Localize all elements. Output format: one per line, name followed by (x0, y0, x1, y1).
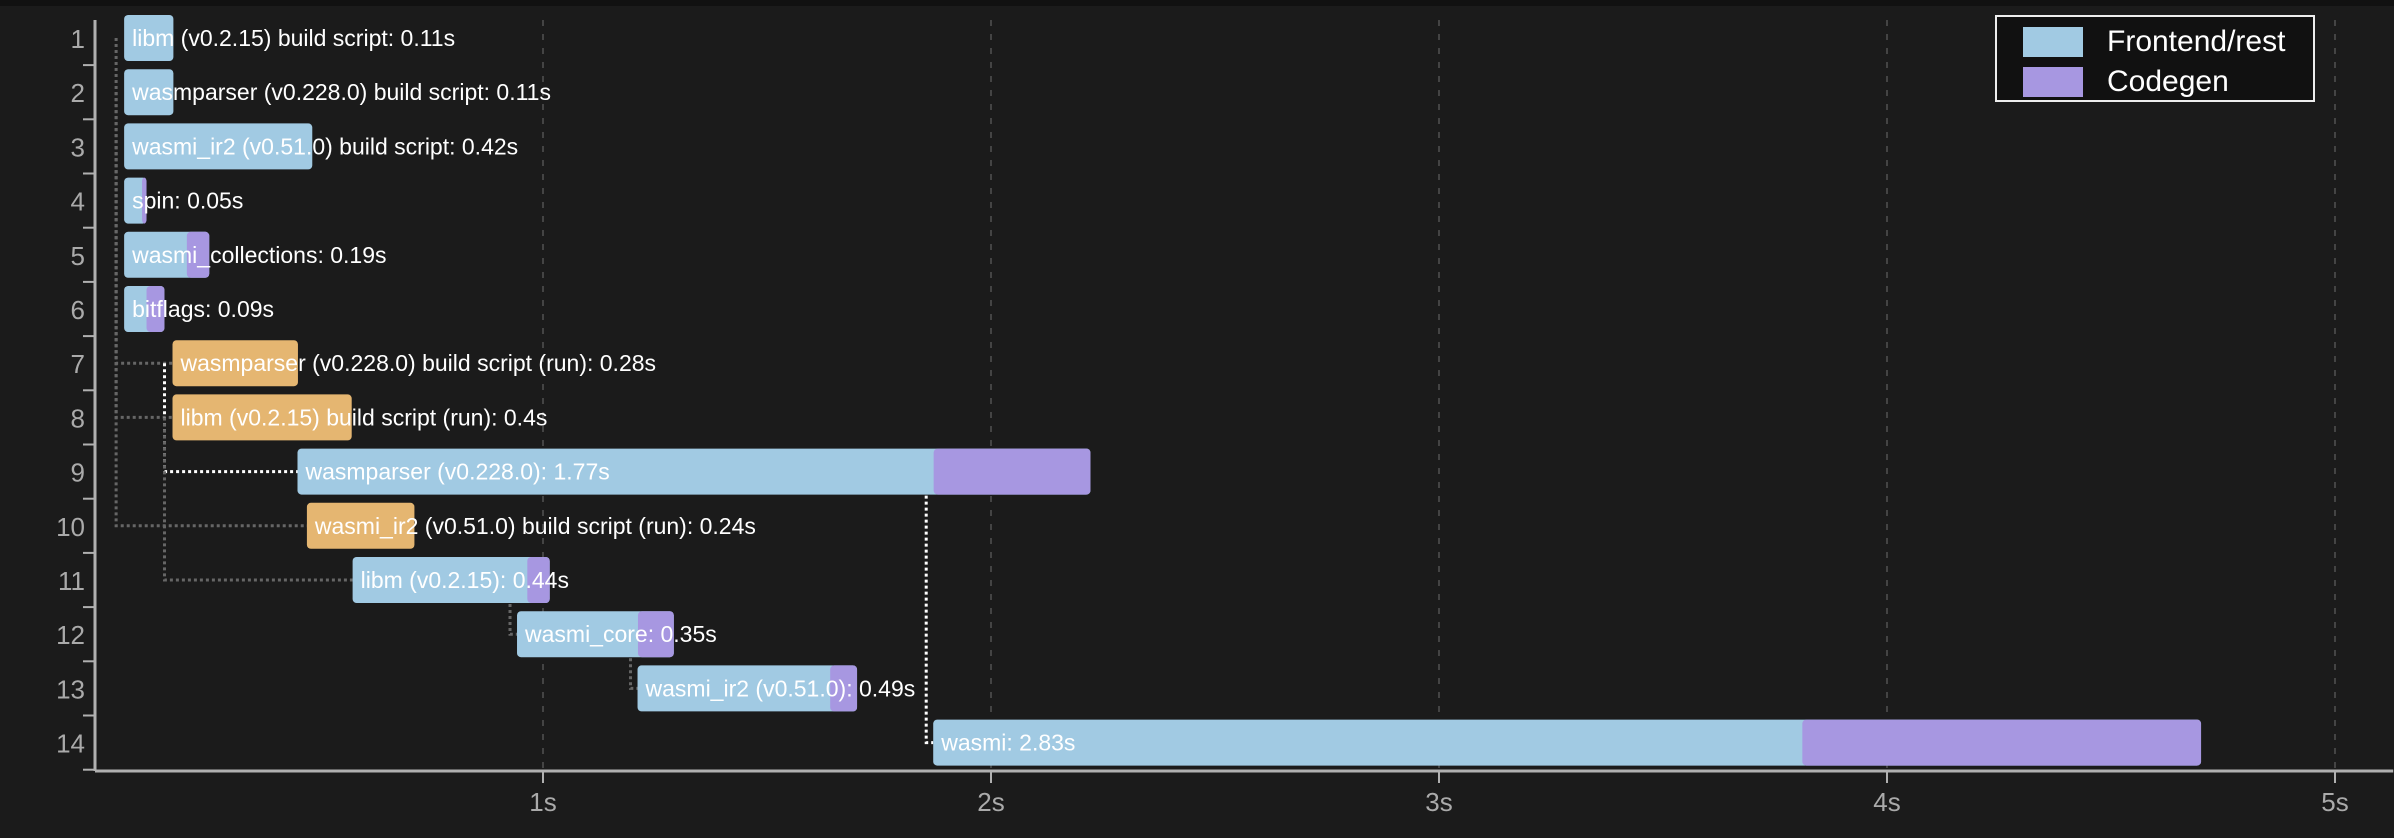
dependency-line (114, 146, 307, 528)
unit-bar-group: wasmi_ir2 (v0.51.0) build script (run): … (56, 502, 756, 554)
legend-item-frontend: Frontend/rest (2023, 25, 2286, 58)
y-tick-label: 6 (71, 295, 85, 325)
frontend-bar (124, 69, 174, 116)
legend-swatch-codegen (2023, 67, 2083, 97)
unit-bar-group: bitflags: 0.09s 6 (71, 286, 274, 338)
bar-label: wasmi_ir2 (v0.51.0) build script (run): … (314, 513, 756, 539)
x-tick-label: 3s (1425, 787, 1452, 817)
unit-bar-group: libm (v0.2.15) build script: 0.11s 1 (71, 15, 455, 67)
codegen-bar (933, 448, 1091, 495)
codegen-bar (830, 665, 858, 712)
y-tick-label: 7 (71, 349, 85, 379)
bar-label: wasmparser (v0.228.0) build script: 0.11… (131, 79, 551, 105)
x-tick-label: 2s (977, 787, 1004, 817)
bar-label: wasmi_collections: 0.19s (131, 242, 386, 268)
y-tick-label: 1 (71, 24, 85, 54)
codegen-bar (186, 231, 210, 278)
y-tick-label: 2 (71, 78, 85, 108)
y-tick-label: 12 (56, 620, 85, 650)
unit-bar-group: spin: 0.05s 4 (71, 177, 243, 229)
dependency-line (163, 417, 353, 582)
bar-label: wasmparser (v0.228.0): 1.77s (304, 459, 609, 485)
legend-item-codegen: Codegen (2023, 65, 2229, 98)
bar-label: libm (v0.2.15): 0.44s (361, 567, 569, 593)
frontend-bar (517, 611, 674, 658)
bar-label: wasmparser (v0.228.0) build script (run)… (180, 350, 657, 376)
unit-bar-group: wasmi_core: 0.35s 12 (56, 611, 717, 663)
unit-bar-group: libm (v0.2.15) build script (run): 0.4s 8 (71, 394, 548, 446)
legend-label-codegen: Codegen (2107, 65, 2229, 98)
unit-bar-group: wasmi_ir2 (v0.51.0): 0.49s 13 (56, 665, 916, 717)
frontend-bar (352, 557, 550, 603)
codegen-bar (146, 286, 165, 332)
unit-bar-group: libm (v0.2.15): 0.44s 11 (58, 557, 569, 609)
y-tick-label: 14 (56, 729, 85, 759)
legend-label-frontend: Frontend/rest (2107, 25, 2286, 58)
unit-bar-group: wasmi: 2.83s 14 (56, 719, 2202, 771)
bar-label: wasmi_ir2 (v0.51.0) build script: 0.42s (131, 133, 518, 159)
codegen-bar (142, 177, 147, 224)
unit-bar-group: wasmi_collections: 0.19s 5 (71, 231, 387, 283)
codegen-bar (1802, 719, 2202, 766)
bar-label: libm (v0.2.15) build script: 0.11s (132, 25, 455, 51)
y-tick-label: 10 (56, 512, 85, 542)
build-script-run-bar (306, 502, 415, 549)
codegen-bar (637, 611, 674, 658)
top-band (0, 0, 2394, 6)
frontend-bar (637, 665, 858, 712)
bar-label: libm (v0.2.15) build script (run): 0.4s (181, 404, 548, 430)
y-tick-label: 4 (71, 187, 85, 217)
y-tick-label: 9 (71, 458, 85, 488)
frontend-bar (124, 15, 174, 61)
y-tick-label: 3 (71, 132, 85, 162)
legend-swatch-frontend (2023, 27, 2083, 57)
bar-label: wasmi: 2.83s (940, 730, 1075, 756)
unit-bar-group: wasmparser (v0.228.0) build script (run)… (71, 340, 657, 392)
legend: Frontend/rest Codegen (1995, 15, 2315, 102)
x-tick-label: 4s (1873, 787, 1900, 817)
build-script-run-bar (172, 394, 352, 441)
frontend-bar (124, 123, 313, 170)
build-script-run-bar (172, 340, 298, 387)
frontend-bar (297, 448, 1091, 495)
unit-bar-group: wasmi_ir2 (v0.51.0) build script: 0.42s 3 (71, 123, 518, 175)
y-tick-label: 11 (58, 566, 85, 596)
codegen-bar (527, 557, 550, 603)
y-tick-label: 5 (71, 241, 85, 271)
y-tick-label: 8 (71, 403, 85, 433)
bar-label: bitflags: 0.09s (132, 296, 274, 322)
x-tick-label: 1s (529, 787, 556, 817)
frontend-bar (124, 177, 147, 224)
y-tick-label: 13 (56, 674, 85, 704)
x-tick-label: 5s (2321, 787, 2348, 817)
bar-label: wasmi_ir2 (v0.51.0): 0.49s (645, 675, 916, 701)
critical-dependency-line (924, 471, 934, 745)
bar-label: spin: 0.05s (132, 188, 243, 214)
unit-bar-group: wasmparser (v0.228.0) build script: 0.11… (71, 69, 551, 121)
bar-label: wasmi_core: 0.35s (524, 621, 717, 647)
unit-bar-group: wasmparser (v0.228.0): 1.77s 9 (71, 448, 1091, 500)
